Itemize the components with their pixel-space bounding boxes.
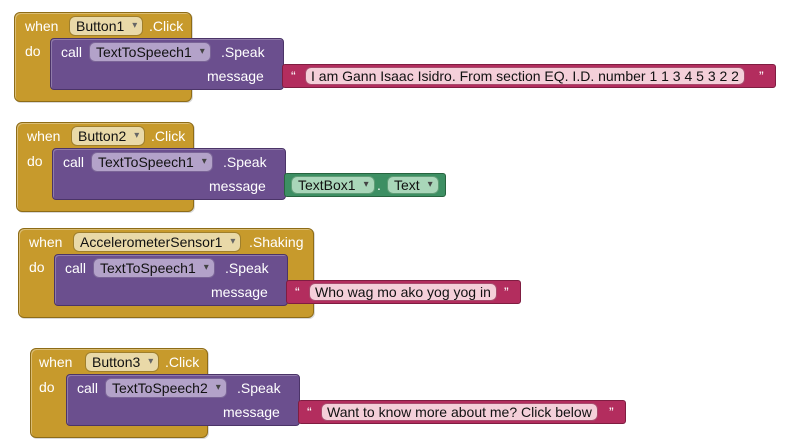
text-literal[interactable]: Want to know more about me? Click below — [321, 403, 598, 421]
call-label: call — [61, 44, 83, 60]
textbox-getter-block[interactable]: TextBox1 . Text — [284, 173, 446, 197]
call-block-speak[interactable]: call TextToSpeech1 .Speak message — [52, 148, 286, 200]
event-label: .Click — [151, 128, 186, 144]
param-label: message — [211, 284, 268, 300]
do-label: do — [29, 259, 45, 275]
open-quote: “ — [307, 404, 312, 420]
component-dropdown-button1[interactable]: Button1 — [69, 16, 144, 36]
when-label: when — [25, 18, 59, 34]
target-dropdown[interactable]: TextToSpeech1 — [93, 258, 215, 278]
target-dropdown[interactable]: TextToSpeech1 — [89, 42, 211, 62]
call-block-speak[interactable]: call TextToSpeech1 .Speak message — [50, 38, 284, 90]
method-label: .Speak — [225, 260, 269, 276]
param-label: message — [207, 68, 264, 84]
target-dropdown[interactable]: TextToSpeech1 — [91, 152, 213, 172]
do-label: do — [27, 153, 43, 169]
event-label: .Shaking — [249, 234, 304, 250]
component-dropdown-accelerometer[interactable]: AccelerometerSensor1 — [73, 232, 242, 252]
close-quote: ” — [504, 284, 509, 300]
close-quote: ” — [759, 68, 764, 84]
call-block-speak[interactable]: call TextToSpeech2 .Speak message — [66, 374, 300, 426]
when-label: when — [39, 354, 73, 370]
getter-property-dropdown[interactable]: Text — [387, 176, 439, 194]
method-label: .Speak — [221, 44, 265, 60]
text-block[interactable]: “ Want to know more about me? Click belo… — [298, 400, 626, 424]
call-label: call — [63, 154, 85, 170]
when-label: when — [27, 128, 61, 144]
event-label: .Click — [165, 354, 200, 370]
method-label: .Speak — [223, 154, 267, 170]
param-label: message — [209, 178, 266, 194]
getter-dot: . — [377, 177, 381, 193]
do-label: do — [39, 379, 55, 395]
do-label: do — [25, 43, 41, 59]
method-label: .Speak — [237, 380, 281, 396]
getter-component-dropdown[interactable]: TextBox1 — [291, 176, 375, 194]
event-label: .Click — [149, 18, 184, 34]
text-literal[interactable]: I am Gann Isaac Isidro. From section EQ.… — [305, 67, 745, 85]
call-label: call — [65, 260, 87, 276]
component-dropdown-button2[interactable]: Button2 — [71, 126, 146, 146]
param-label: message — [223, 404, 280, 420]
text-literal[interactable]: Who wag mo ako yog yog in — [309, 283, 497, 301]
call-label: call — [77, 380, 99, 396]
target-dropdown[interactable]: TextToSpeech2 — [105, 378, 227, 398]
open-quote: “ — [291, 68, 296, 84]
call-block-speak[interactable]: call TextToSpeech1 .Speak message — [54, 254, 288, 306]
text-block[interactable]: “ Who wag mo ako yog yog in ” — [286, 280, 521, 304]
when-label: when — [29, 234, 63, 250]
component-dropdown-button3[interactable]: Button3 — [85, 352, 160, 372]
text-block[interactable]: “ I am Gann Isaac Isidro. From section E… — [282, 64, 776, 88]
close-quote: ” — [609, 404, 614, 420]
open-quote: “ — [295, 284, 300, 300]
